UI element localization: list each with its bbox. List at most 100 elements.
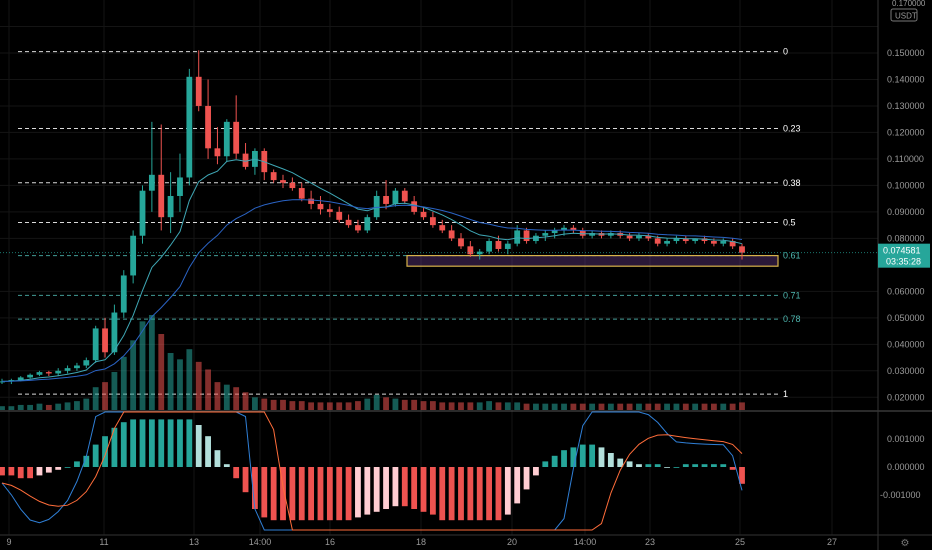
volume-bar [355, 401, 361, 410]
volume-bar [83, 398, 90, 410]
volume-bar [551, 403, 558, 410]
volume-bar [205, 369, 211, 410]
fib-level-label: 0.71 [783, 290, 801, 300]
volume-bar [102, 382, 108, 410]
candle-body [448, 230, 455, 239]
candle-body [205, 105, 211, 149]
volume-bar [55, 403, 62, 410]
candle-body [626, 235, 633, 239]
volume-bar [692, 403, 699, 410]
volume-bar [261, 398, 268, 410]
macd-histogram-bar [280, 467, 286, 521]
volume-bar [214, 382, 221, 410]
macd-histogram-bar [8, 467, 15, 476]
candle-body [542, 233, 549, 236]
currency-label: USDT [895, 12, 917, 21]
candle-body [392, 190, 399, 204]
macd-histogram-bar [476, 467, 483, 521]
candle-body [401, 190, 408, 202]
candle-body [139, 190, 146, 236]
candle-body [504, 243, 511, 249]
volume-bar [317, 402, 324, 410]
volume-bar [729, 403, 736, 410]
candle-body [0, 381, 5, 383]
macd-histogram-bar [383, 467, 389, 509]
time-tick-label: 13 [189, 537, 199, 547]
candle-body [289, 182, 296, 189]
macd-histogram-bar [195, 425, 202, 467]
volume-bar [533, 403, 539, 410]
volume-bar [701, 403, 708, 410]
candle-body [383, 195, 389, 204]
volume-bar [486, 401, 492, 410]
candle-body [280, 180, 286, 183]
volume-bar [289, 401, 296, 410]
candle-body [214, 148, 221, 157]
candle-body [486, 241, 492, 252]
candle-body [195, 76, 202, 106]
macd-histogram-bar [401, 467, 408, 507]
candle-body [739, 246, 745, 253]
candle-body [701, 238, 708, 242]
volume-bar [326, 402, 333, 410]
candle-body [130, 235, 137, 276]
time-tick-label: 23 [645, 537, 655, 547]
time-tick-label: 14:00 [249, 537, 272, 547]
macd-histogram-bar [270, 467, 277, 521]
volume-bar [617, 403, 624, 410]
volume-bar [458, 402, 464, 410]
volume-bar [120, 356, 127, 410]
macd-histogram-bar [0, 467, 5, 476]
candle-body [55, 370, 62, 374]
macd-histogram-bar [186, 419, 193, 467]
volume-bar [439, 402, 446, 410]
volume-bar [710, 403, 717, 410]
candle-body [64, 368, 71, 371]
macd-histogram-bar [739, 467, 745, 484]
fib-level-label: 0.23 [783, 123, 801, 133]
macd-histogram-bar [45, 467, 52, 473]
volume-bar [130, 340, 137, 410]
volume-bar [411, 399, 418, 410]
price-tick-label: 0.050000 [887, 313, 925, 323]
volume-bar [280, 399, 286, 410]
macd-histogram-bar [682, 464, 689, 467]
macd-histogram-bar [692, 464, 699, 467]
volume-bar [401, 399, 408, 410]
price-tick-label: 0.060000 [887, 286, 925, 296]
volume-bar [364, 398, 371, 410]
macd-histogram-bar [411, 467, 418, 509]
volume-bar [252, 397, 258, 410]
price-tick-label: 0.100000 [887, 180, 925, 190]
macd-histogram-bar [533, 467, 539, 476]
volume-bar [739, 402, 745, 410]
volume-bar [36, 403, 43, 410]
macd-histogram-bar [252, 467, 258, 509]
volume-bar [8, 406, 15, 410]
candle-body [429, 217, 436, 226]
settings-icon[interactable]: ⚙ [901, 538, 910, 549]
macd-histogram-bar [317, 467, 324, 521]
price-tick-label: 0.020000 [887, 392, 925, 402]
macd-histogram-bar [111, 427, 118, 467]
volume-bar [177, 359, 183, 410]
macd-histogram-bar [467, 467, 474, 521]
volume-bar [476, 402, 483, 410]
candle-body [355, 225, 361, 231]
time-tick-label: 27 [827, 537, 837, 547]
volume-bar [270, 399, 277, 410]
macd-histogram-bar [579, 444, 586, 467]
candle-body [270, 172, 277, 181]
time-tick-label: 25 [735, 537, 745, 547]
price-tick-label: 0.110000 [887, 154, 924, 164]
support-zone-box [406, 254, 779, 267]
macd-histogram-bar [429, 467, 436, 515]
volume-bar [448, 402, 455, 410]
volume-bar [392, 398, 399, 410]
candle-body [729, 241, 736, 247]
candle-body [83, 360, 90, 366]
macd-histogram-bar [214, 450, 221, 467]
macd-histogram-bar [261, 467, 268, 518]
candle-body [308, 198, 315, 204]
